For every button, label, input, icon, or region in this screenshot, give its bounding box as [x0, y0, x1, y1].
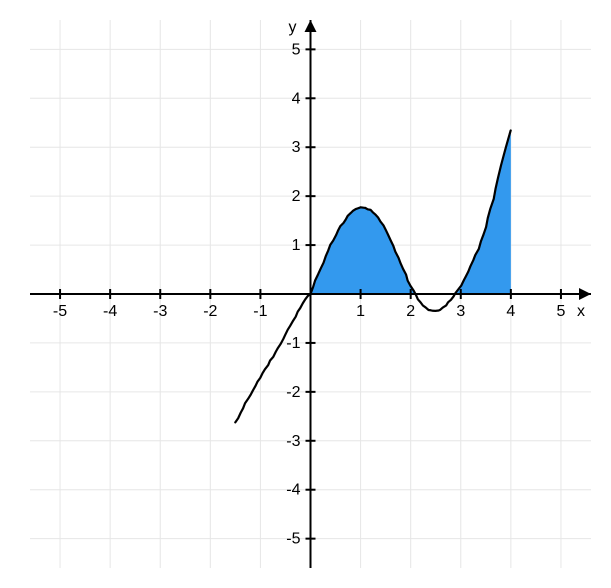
x-tick-label: 1 — [356, 303, 365, 320]
x-tick-label: 5 — [556, 303, 565, 320]
y-tick-label: 1 — [292, 237, 301, 254]
x-tick-label: -5 — [53, 303, 67, 320]
x-tick-label: 3 — [456, 303, 465, 320]
x-tick-label: -4 — [103, 303, 117, 320]
x-tick-label: 2 — [406, 303, 415, 320]
y-tick-label: 5 — [292, 41, 301, 58]
x-tick-label: -1 — [253, 303, 267, 320]
y-tick-label: 4 — [292, 90, 301, 107]
y-tick-label: -1 — [286, 335, 300, 352]
y-tick-label: -3 — [286, 433, 300, 450]
chart-container: -5-4-3-2-112345-5-4-3-2-112345xy — [0, 0, 611, 588]
y-tick-label: 2 — [292, 188, 301, 205]
y-tick-label: -5 — [286, 531, 300, 548]
coordinate-plane-chart: -5-4-3-2-112345-5-4-3-2-112345xy — [0, 0, 611, 588]
x-axis-label: x — [577, 303, 585, 320]
y-axis-label: y — [289, 19, 297, 36]
y-tick-label: -4 — [286, 482, 300, 499]
x-tick-label: 4 — [506, 303, 515, 320]
x-tick-label: -2 — [203, 303, 217, 320]
y-tick-label: -2 — [286, 384, 300, 401]
x-tick-label: -3 — [153, 303, 167, 320]
y-tick-label: 3 — [292, 139, 301, 156]
